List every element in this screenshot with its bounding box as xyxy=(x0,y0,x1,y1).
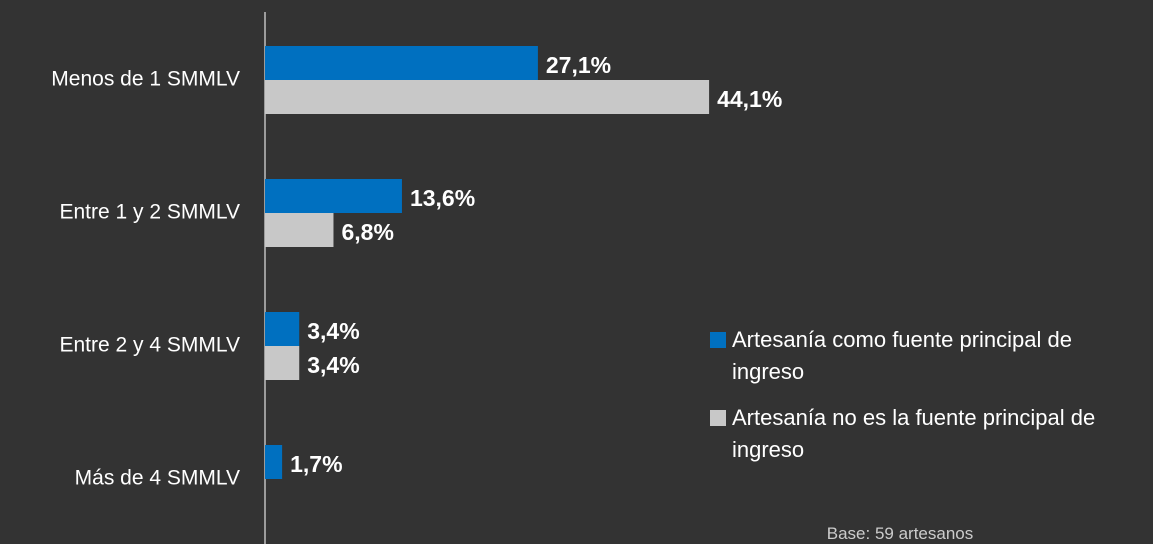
value-label: 13,6% xyxy=(410,185,475,211)
value-label: 6,8% xyxy=(341,219,393,245)
bar xyxy=(265,179,402,213)
value-label: 1,7% xyxy=(290,451,342,477)
value-label: 3,4% xyxy=(307,318,359,344)
bar xyxy=(265,445,283,479)
legend-swatch xyxy=(710,332,726,348)
legend-item: Artesanía no es la fuente principal de i… xyxy=(710,402,1150,466)
annotation: Base: 59 artesanos xyxy=(826,524,974,543)
legend-label: Artesanía no es la fuente principal de i… xyxy=(732,405,1096,462)
category-label: Más de 4 SMMLV xyxy=(75,467,240,490)
value-label: 3,4% xyxy=(307,352,359,378)
category-label: Entre 1 y 2 SMMLV xyxy=(59,201,240,224)
value-label: 27,1% xyxy=(546,52,611,78)
legend-swatch xyxy=(710,410,726,426)
value-label: 44,1% xyxy=(717,86,782,112)
bar xyxy=(265,213,334,247)
legend-item: Artesanía como fuente principal de ingre… xyxy=(710,324,1150,388)
category-label: Entre 2 y 4 SMMLV xyxy=(59,334,240,357)
bar xyxy=(265,46,538,80)
category-label: Menos de 1 SMMLV xyxy=(51,68,240,91)
bar xyxy=(265,312,300,346)
bar xyxy=(265,346,300,380)
bar xyxy=(265,80,710,114)
legend-label: Artesanía como fuente principal de ingre… xyxy=(732,327,1072,384)
